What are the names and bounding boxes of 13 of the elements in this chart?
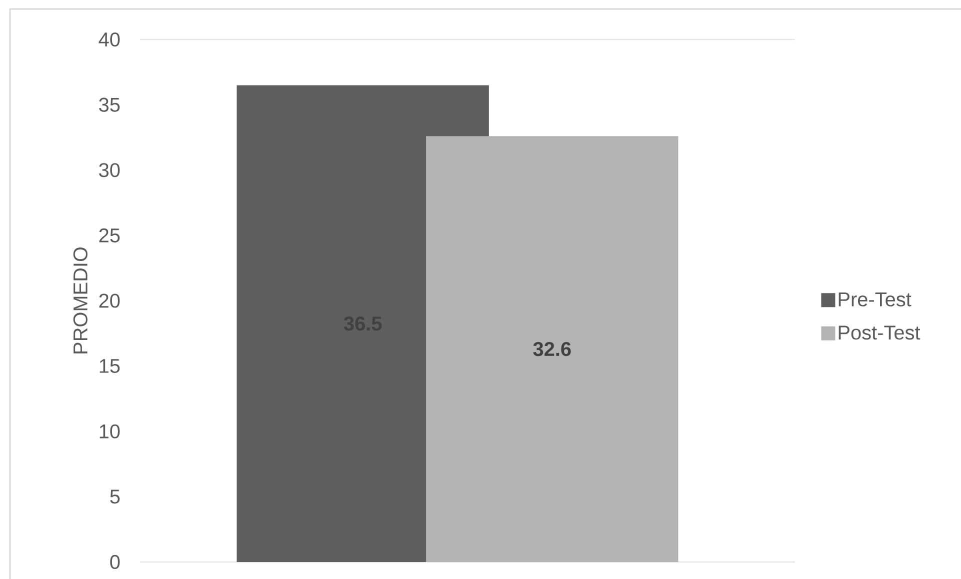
y-tick-label: 5 <box>110 490 120 504</box>
y-tick-label: 15 <box>100 359 120 373</box>
legend-label: Post-Test <box>838 326 920 340</box>
legend-label: Pre-Test <box>838 292 912 306</box>
y-tick-label: 30 <box>99 163 120 178</box>
y-tick-label: 40 <box>98 32 120 47</box>
y-tick-label: 25 <box>99 228 120 242</box>
y-tick-label: 20 <box>99 294 120 308</box>
y-tick-label: 35 <box>99 98 120 112</box>
data-label: 32.6 <box>533 342 571 356</box>
y-axis-title: PROMEDIO <box>73 247 88 354</box>
y-tick-label: 0 <box>110 554 120 570</box>
y-tick-label: 10 <box>100 424 120 438</box>
